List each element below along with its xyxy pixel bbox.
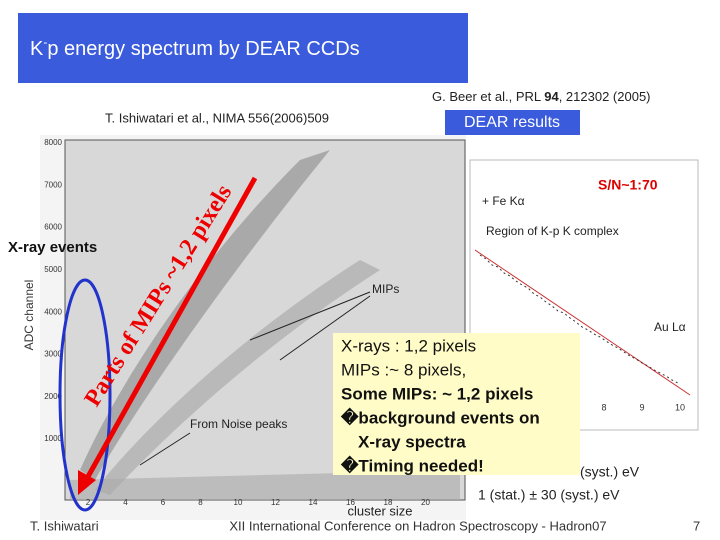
- mip-band: [80, 150, 330, 480]
- results-label: DEAR results: [464, 114, 560, 131]
- x-tick-label: 18: [384, 498, 393, 507]
- result-line: (syst.) eV: [580, 464, 640, 480]
- red-arrow: [82, 176, 258, 484]
- right-region: Region of K-p K complex: [486, 224, 619, 238]
- footer-author: T. Ishiwatari: [30, 518, 99, 533]
- noise-band: [70, 470, 460, 500]
- title-sup: -: [43, 35, 47, 49]
- reference-right: G. Beer et al., PRL 94, 212302 (2005): [432, 89, 651, 104]
- slide-title: K-p energy spectrum by DEAR CCDs: [30, 35, 360, 60]
- x-tick-label: 6: [161, 498, 166, 507]
- text-box-line: �background events on: [340, 407, 540, 427]
- x-tick-label: 2: [86, 498, 91, 507]
- mip-band: [95, 260, 380, 495]
- ref-bold: 94: [544, 89, 559, 104]
- title-bar: [18, 13, 468, 83]
- footer-conference: XII International Conference on Hadron S…: [229, 518, 606, 533]
- noise-annotation: From Noise peaks: [190, 417, 287, 431]
- x-tick-label: 9: [639, 402, 644, 412]
- mips-annotation: MIPs: [372, 282, 399, 296]
- text-box-line: Some MIPs: ~ 1,2 pixels: [341, 384, 533, 403]
- text-box-line: X-rays : 1,2 pixels: [341, 336, 476, 355]
- result-line: 1 (stat.) ± 30 (syst.) eV: [478, 487, 620, 503]
- y-tick-label: 7000: [44, 180, 62, 189]
- data-points: [479, 254, 679, 384]
- x-tick-label: 10: [675, 402, 685, 412]
- fit-line: [474, 249, 691, 396]
- text-box-line: MIPs :~ 8 pixels,: [341, 360, 466, 379]
- x-tick-label: 4: [123, 498, 128, 507]
- title-k: K: [30, 38, 44, 60]
- arrow: [139, 432, 191, 466]
- xray-events: X-ray events: [8, 239, 97, 256]
- y-tick-label: 6000: [44, 223, 62, 232]
- y-tick-label: 1000: [44, 434, 62, 443]
- footer-page: 7: [693, 518, 700, 533]
- text-box-line: X-ray spectra: [358, 432, 466, 451]
- y-ticks: 8000 7000 6000 5000 4000 3000 2000 1000: [44, 138, 62, 443]
- ref-part: , 212302 (2005): [559, 89, 651, 104]
- text-box: [333, 333, 580, 475]
- x-tick-label: 14: [309, 498, 318, 507]
- y-tick-label: 3000: [44, 350, 62, 359]
- signal-noise: S/N~1:70: [598, 177, 658, 193]
- x-axis-label: cluster size: [347, 503, 412, 518]
- results-box: [445, 110, 580, 135]
- arrow: [279, 295, 371, 361]
- x-tick-label: 10: [234, 498, 243, 507]
- y-tick-label: 2000: [44, 392, 62, 401]
- text-box-line: �Timing needed!: [340, 455, 484, 475]
- reference-left: T. Ishiwatari et al., NIMA 556(2006)509: [105, 110, 329, 125]
- y-tick-label: 8000: [44, 138, 62, 147]
- title-rest: p energy spectrum by DEAR CCDs: [47, 38, 359, 60]
- y-tick-label: 4000: [44, 307, 62, 316]
- x-ticks: 2 4 6 8 10 12 14 16 18 20: [86, 498, 431, 507]
- x-tick-label: 16: [346, 498, 355, 507]
- text-box-lines: X-rays : 1,2 pixels MIPs :~ 8 pixels, Some…: [340, 336, 540, 475]
- y-axis-label: ADC channel: [22, 280, 36, 351]
- x-tick-label: 8: [601, 402, 606, 412]
- x-tick-label: 8: [198, 498, 203, 507]
- red-arrowhead: [78, 470, 96, 495]
- highlight-ellipse: [58, 278, 112, 512]
- x-tick-label: 12: [271, 498, 280, 507]
- ref-part: G. Beer et al., PRL: [432, 89, 544, 104]
- arrow: [249, 291, 371, 341]
- right-legend: + Fe Kα: [482, 194, 525, 208]
- au-label: Au Lα: [654, 320, 686, 334]
- x-tick-label: 20: [421, 498, 430, 507]
- y-tick-label: 5000: [44, 265, 62, 274]
